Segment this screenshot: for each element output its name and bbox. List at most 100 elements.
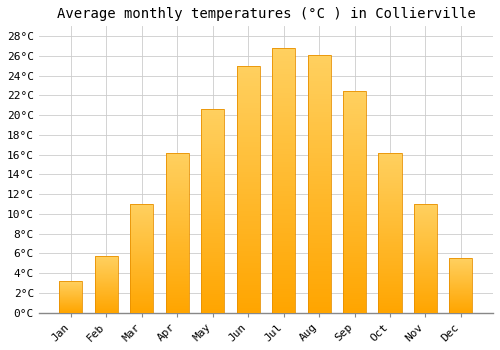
Bar bbox=[95, 310, 118, 311]
Bar bbox=[378, 266, 402, 268]
Bar bbox=[201, 244, 224, 245]
Bar bbox=[272, 93, 295, 96]
Bar bbox=[343, 246, 366, 248]
Bar bbox=[130, 289, 154, 290]
Bar bbox=[450, 311, 472, 312]
Bar bbox=[272, 164, 295, 167]
Bar bbox=[95, 256, 118, 313]
Bar bbox=[201, 207, 224, 209]
Bar bbox=[450, 258, 472, 313]
Bar bbox=[378, 170, 402, 172]
Bar bbox=[130, 227, 154, 228]
Bar bbox=[166, 274, 189, 276]
Bar bbox=[378, 217, 402, 218]
Bar bbox=[236, 145, 260, 147]
Bar bbox=[272, 217, 295, 220]
Bar bbox=[343, 260, 366, 262]
Bar bbox=[130, 283, 154, 285]
Bar bbox=[378, 204, 402, 205]
Bar bbox=[201, 170, 224, 172]
Bar bbox=[201, 264, 224, 266]
Bar bbox=[272, 225, 295, 228]
Bar bbox=[95, 265, 118, 266]
Bar bbox=[95, 294, 118, 295]
Bar bbox=[414, 214, 437, 215]
Bar bbox=[130, 207, 154, 208]
Bar bbox=[343, 304, 366, 306]
Bar bbox=[166, 225, 189, 226]
Bar bbox=[414, 229, 437, 230]
Bar bbox=[414, 258, 437, 259]
Bar bbox=[130, 216, 154, 217]
Bar bbox=[201, 266, 224, 268]
Bar bbox=[201, 274, 224, 276]
Bar bbox=[308, 186, 330, 189]
Bar bbox=[378, 222, 402, 223]
Bar bbox=[308, 57, 330, 60]
Bar bbox=[343, 202, 366, 204]
Bar bbox=[236, 93, 260, 96]
Bar bbox=[236, 298, 260, 300]
Bar bbox=[450, 265, 472, 266]
Bar bbox=[308, 264, 330, 266]
Bar bbox=[343, 257, 366, 260]
Bar bbox=[201, 144, 224, 146]
Bar bbox=[201, 282, 224, 284]
Bar bbox=[308, 166, 330, 168]
Bar bbox=[201, 272, 224, 274]
Bar bbox=[343, 277, 366, 279]
Bar bbox=[308, 230, 330, 233]
Bar bbox=[308, 140, 330, 142]
Bar bbox=[201, 140, 224, 142]
Bar bbox=[414, 294, 437, 295]
Bar bbox=[236, 248, 260, 251]
Bar bbox=[166, 284, 189, 286]
Bar bbox=[201, 127, 224, 130]
Bar bbox=[130, 259, 154, 260]
Bar bbox=[378, 225, 402, 226]
Bar bbox=[272, 241, 295, 244]
Bar bbox=[95, 266, 118, 267]
Bar bbox=[414, 259, 437, 260]
Bar bbox=[130, 272, 154, 274]
Bar bbox=[166, 308, 189, 309]
Bar bbox=[130, 209, 154, 211]
Bar bbox=[414, 305, 437, 306]
Bar bbox=[236, 103, 260, 105]
Bar bbox=[130, 228, 154, 229]
Bar bbox=[201, 256, 224, 258]
Bar bbox=[272, 239, 295, 241]
Bar bbox=[201, 134, 224, 136]
Bar bbox=[272, 109, 295, 112]
Bar bbox=[95, 258, 118, 259]
Bar bbox=[130, 274, 154, 275]
Bar bbox=[201, 199, 224, 201]
Bar bbox=[414, 206, 437, 207]
Bar bbox=[130, 225, 154, 226]
Bar bbox=[272, 305, 295, 307]
Bar bbox=[414, 227, 437, 228]
Bar bbox=[343, 240, 366, 242]
Bar bbox=[201, 239, 224, 241]
Bar bbox=[414, 225, 437, 226]
Bar bbox=[130, 301, 154, 302]
Bar bbox=[166, 180, 189, 181]
Bar bbox=[166, 292, 189, 293]
Bar bbox=[201, 195, 224, 197]
Bar bbox=[130, 300, 154, 301]
Bar bbox=[308, 287, 330, 289]
Bar bbox=[378, 292, 402, 293]
Bar bbox=[130, 217, 154, 218]
Bar bbox=[130, 223, 154, 224]
Bar bbox=[308, 282, 330, 284]
Bar bbox=[450, 279, 472, 280]
Bar bbox=[343, 189, 366, 191]
Bar bbox=[378, 159, 402, 161]
Bar bbox=[95, 295, 118, 296]
Bar bbox=[414, 296, 437, 298]
Bar bbox=[130, 281, 154, 282]
Bar bbox=[166, 247, 189, 248]
Bar bbox=[343, 284, 366, 286]
Bar bbox=[414, 300, 437, 301]
Bar bbox=[130, 239, 154, 240]
